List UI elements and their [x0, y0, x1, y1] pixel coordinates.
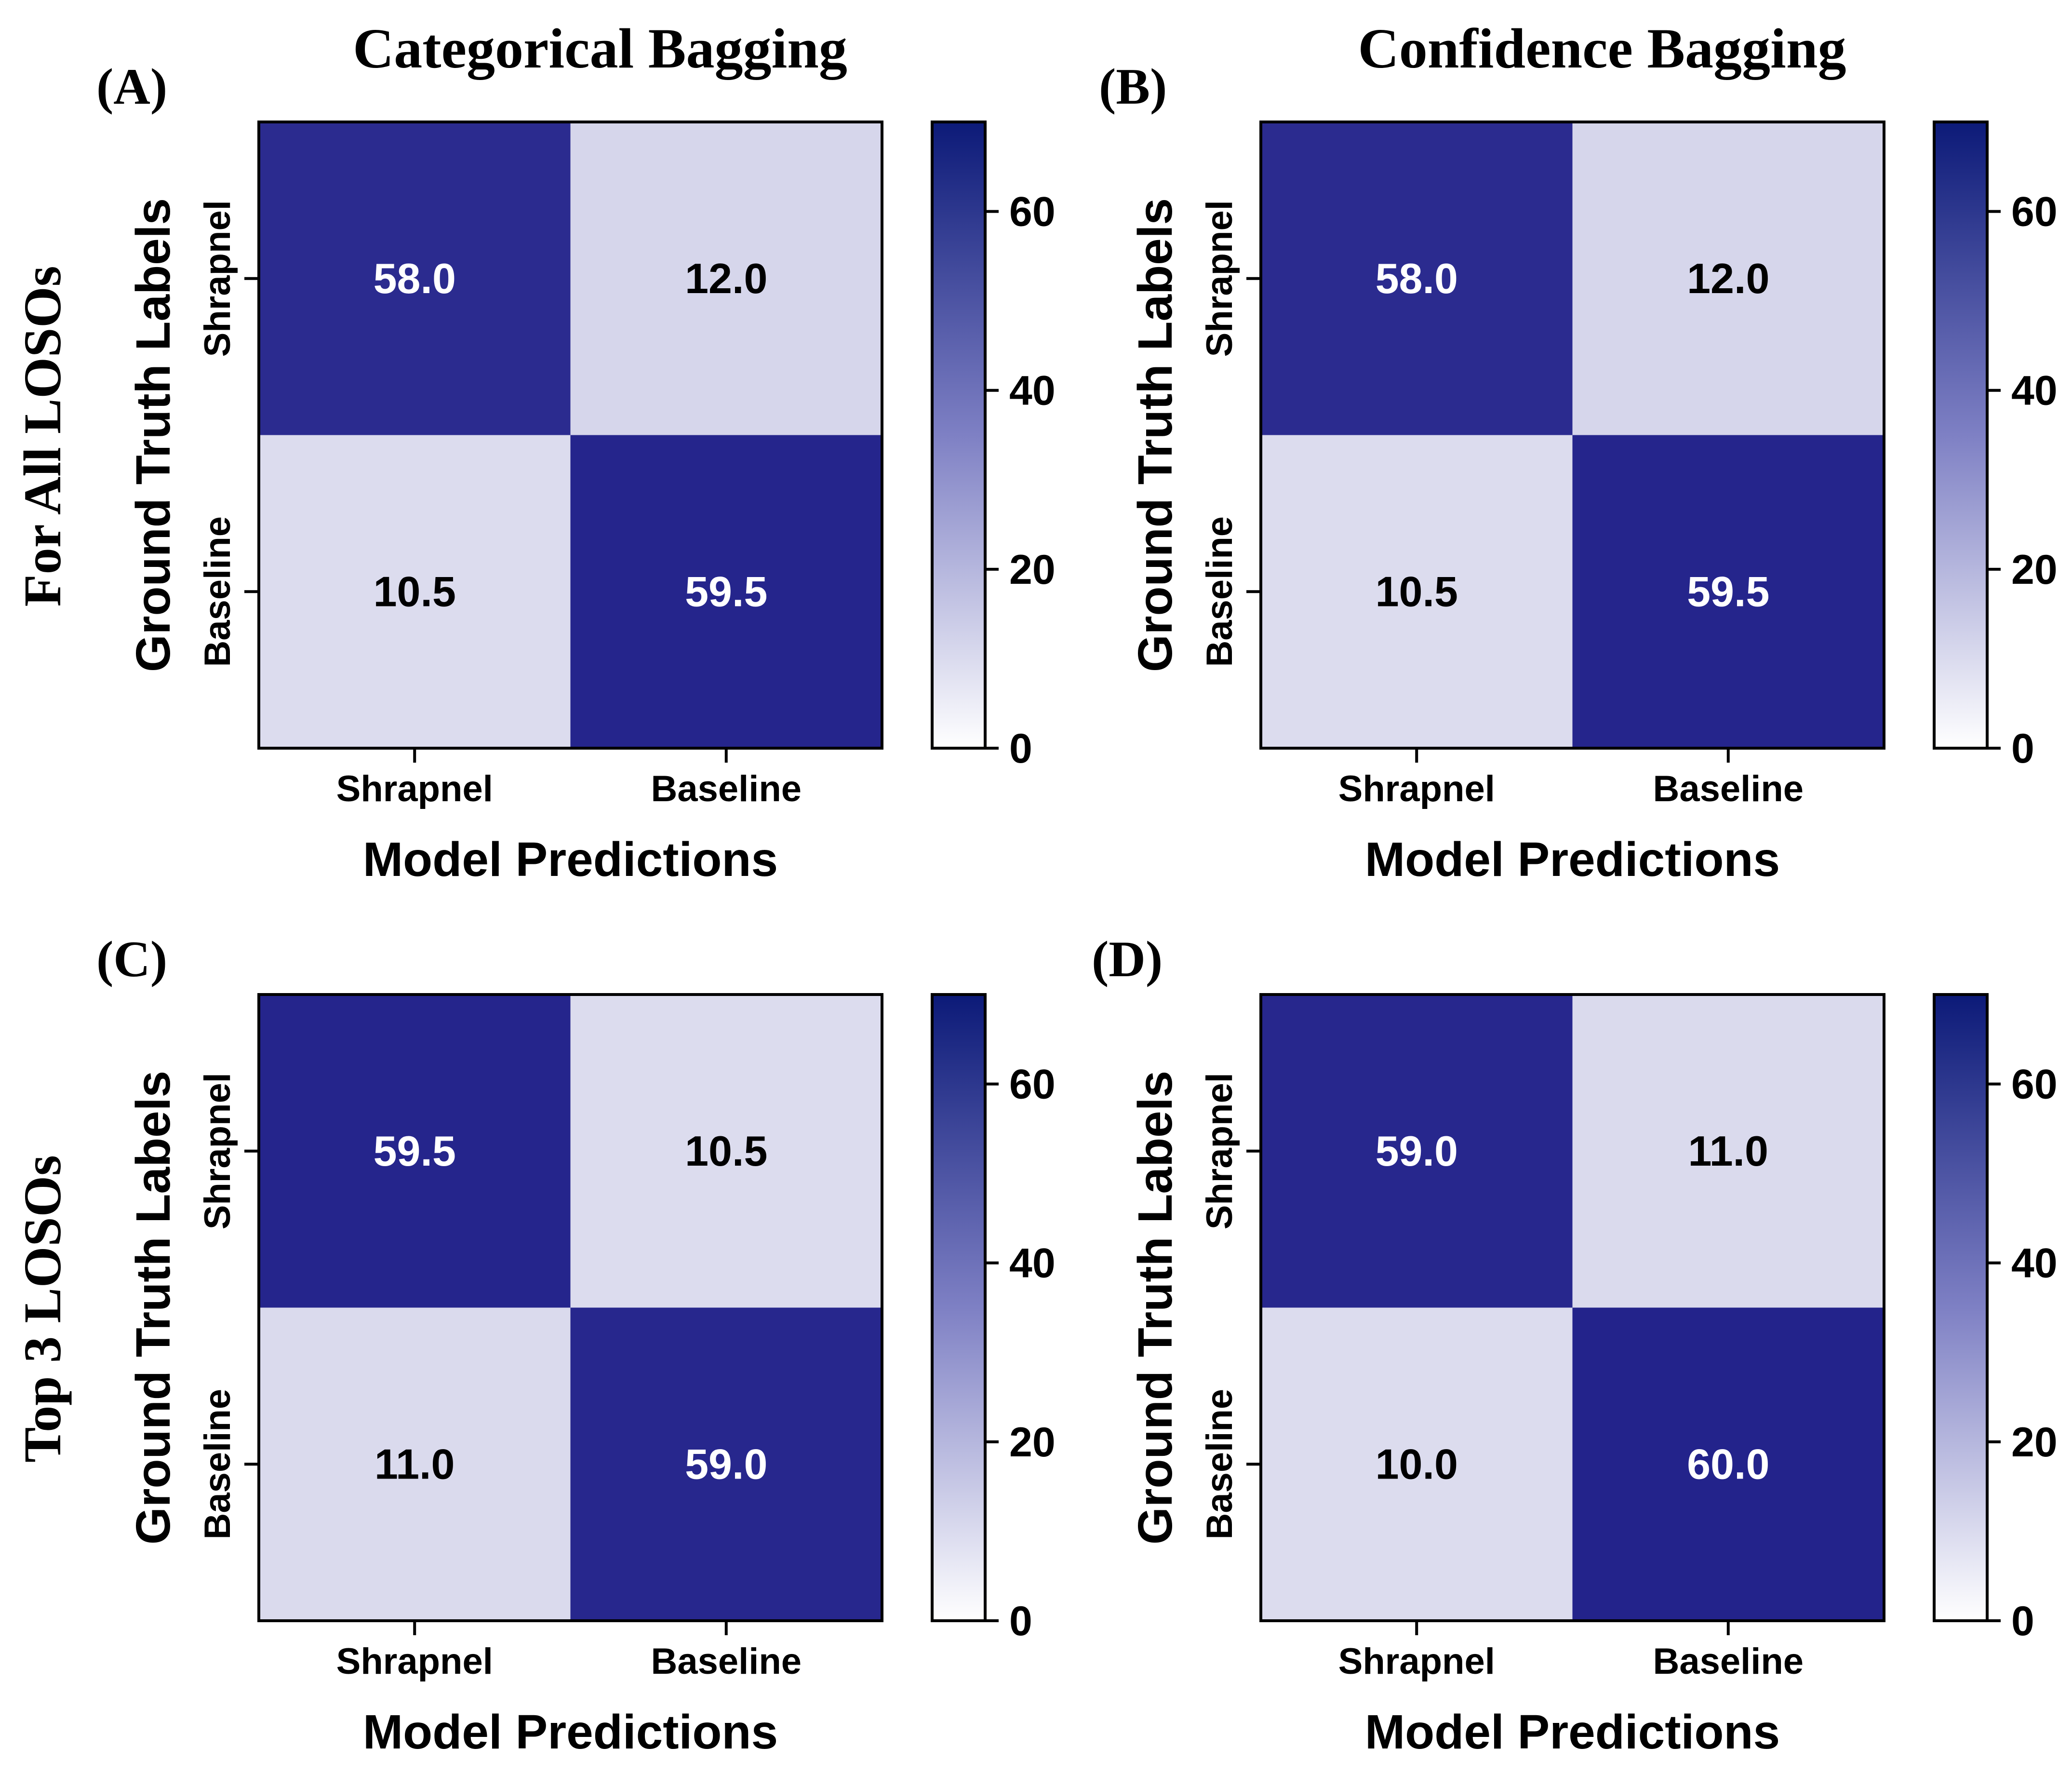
cell-value-label: 59.0	[685, 1440, 767, 1488]
x-tick-label: Shrapnel	[336, 1641, 493, 1682]
panel-label: (D)	[1092, 931, 1163, 987]
heatmap-cell	[1572, 995, 1884, 1308]
cell-value-label: 59.5	[374, 1127, 456, 1175]
row-title: Top 3 LOSOs	[13, 1155, 72, 1463]
heatmap-cell	[1261, 122, 1573, 435]
heatmap-cell	[259, 1307, 571, 1621]
colorbar-tick-label: 20	[2011, 547, 2058, 593]
plot-frame	[1259, 121, 1885, 750]
cell-value-label: 11.0	[1688, 1127, 1768, 1175]
heatmap-cell	[1261, 435, 1573, 748]
x-tick-label: Shrapnel	[1338, 768, 1495, 809]
colorbar-tick-label: 20	[2011, 1419, 2058, 1466]
x-axis-title: Model Predictions	[1365, 833, 1780, 887]
cell-value-label: 59.5	[685, 567, 767, 615]
colorbar	[1933, 121, 1989, 750]
y-tick-label: Baseline	[197, 1389, 238, 1540]
y-axis-title: Ground Truth Labels	[126, 1071, 180, 1545]
cell-value-label: 58.0	[374, 255, 456, 302]
heatmap-cell	[570, 995, 882, 1308]
cell-value-label: 59.5	[1687, 567, 1769, 615]
colorbar-tick-label: 0	[1009, 1598, 1032, 1644]
x-tick-label: Baseline	[651, 1641, 802, 1682]
colorbar-tick-label: 60	[2011, 1062, 2058, 1108]
y-tick-label: Shrapnel	[1199, 200, 1240, 357]
colorbar-tick-label: 60	[1009, 189, 1056, 235]
y-tick-label: Baseline	[197, 516, 238, 667]
colorbar	[931, 121, 987, 750]
x-tick-label: Baseline	[1653, 1641, 1804, 1682]
colorbar-tick-label: 20	[1009, 1419, 1056, 1466]
heatmap-panel: (D) 59.0 11.0 10.0 60.0 Shrapnel Baseline Shrap…	[1092, 931, 2058, 1759]
y-tick-label: Baseline	[1199, 1389, 1240, 1540]
heatmap-cell	[259, 435, 571, 748]
x-tick-label: Baseline	[651, 768, 802, 809]
panel-label: (A)	[96, 58, 167, 115]
colorbar-tick-label: 0	[2011, 1598, 2034, 1644]
x-axis-title: Model Predictions	[363, 1705, 778, 1759]
cell-value-label: 11.0	[374, 1440, 455, 1488]
heatmap-panel: (B) 58.0 12.0 10.5 59.5 Shrapnel Baseline Shrap…	[1099, 58, 2058, 887]
cell-value-label: 59.0	[1376, 1127, 1458, 1175]
cell-value-label: 12.0	[1687, 255, 1769, 302]
colorbar-tick-label: 20	[1009, 547, 1056, 593]
y-axis-title: Ground Truth Labels	[1128, 1071, 1182, 1545]
column-title: Confidence Bagging	[1358, 17, 1846, 80]
colorbar	[931, 993, 987, 1622]
heatmap-cell	[259, 122, 571, 435]
y-axis-title: Ground Truth Labels	[1128, 198, 1182, 672]
heatmap-cell	[570, 1307, 882, 1621]
heatmap-cell	[259, 995, 571, 1308]
x-tick-label: Baseline	[1653, 768, 1804, 809]
plot-frame	[257, 121, 883, 750]
y-axis-title: Ground Truth Labels	[126, 198, 180, 672]
y-tick-label: Shrapnel	[197, 200, 238, 357]
colorbar-tick-label: 40	[1009, 1240, 1056, 1287]
heatmap-cell	[570, 435, 882, 748]
x-axis-title: Model Predictions	[1365, 1705, 1780, 1759]
y-tick-label: Shrapnel	[197, 1073, 238, 1229]
y-tick-label: Baseline	[1199, 516, 1240, 667]
panel-label: (C)	[96, 931, 167, 987]
plot-frame	[257, 993, 883, 1622]
colorbar-tick-label: 40	[2011, 1240, 2058, 1287]
colorbar-tick-label: 40	[2011, 368, 2058, 414]
cell-value-label: 10.5	[685, 1127, 767, 1175]
y-tick-label: Shrapnel	[1199, 1073, 1240, 1229]
heatmap-panel: (A) 58.0 12.0 10.5 59.5 Shrapnel Baseline Shrap…	[96, 58, 1056, 887]
heatmap-cell	[1572, 122, 1884, 435]
colorbar-tick-label: 60	[2011, 189, 2058, 235]
heatmap-cell	[1572, 435, 1884, 748]
heatmap-cell	[1261, 1307, 1573, 1621]
heatmap-panel: (C) 59.5 10.5 11.0 59.0 Shrapnel Baseline Shrap…	[96, 931, 1056, 1759]
colorbar-tick-label: 0	[1009, 726, 1032, 772]
row-title: For All LOSOs	[13, 266, 72, 607]
cell-value-label: 58.0	[1376, 255, 1458, 302]
plot-frame	[1259, 993, 1885, 1622]
cell-value-label: 60.0	[1687, 1440, 1769, 1488]
cell-value-label: 10.5	[374, 567, 456, 615]
cell-value-label: 10.5	[1376, 567, 1458, 615]
colorbar-tick-label: 0	[2011, 726, 2034, 772]
x-tick-label: Shrapnel	[1338, 1641, 1495, 1682]
colorbar	[1933, 993, 1989, 1622]
heatmap-cell	[570, 122, 882, 435]
cell-value-label: 10.0	[1376, 1440, 1458, 1488]
panel-label: (B)	[1099, 58, 1167, 115]
heatmap-cell	[1261, 995, 1573, 1308]
heatmap-cell	[1572, 1307, 1884, 1621]
column-title: Categorical Bagging	[353, 17, 847, 80]
x-axis-title: Model Predictions	[363, 833, 778, 887]
colorbar-tick-label: 60	[1009, 1062, 1056, 1108]
cell-value-label: 12.0	[685, 255, 767, 302]
x-tick-label: Shrapnel	[336, 768, 493, 809]
colorbar-tick-label: 40	[1009, 368, 1056, 414]
